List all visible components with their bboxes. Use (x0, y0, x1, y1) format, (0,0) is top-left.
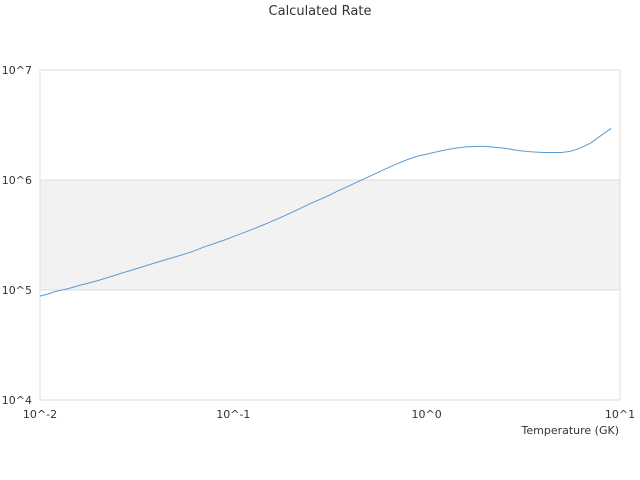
x-tick-label: 10^1 (605, 408, 635, 421)
y-tick-label: 10^5 (2, 284, 32, 297)
y-tick-label: 10^7 (2, 64, 32, 77)
x-tick-label: 10^-1 (216, 408, 250, 421)
y-tick-label: 10^4 (2, 394, 32, 407)
chart-title: Calculated Rate (268, 4, 372, 19)
x-axis-label: Temperature (GK) (521, 424, 620, 437)
x-tick-label: 10^0 (412, 408, 442, 421)
y-tick-label: 10^6 (2, 174, 32, 187)
gridlines (39, 69, 621, 401)
y-band-shaded (40, 180, 620, 290)
x-tick-label: 10^-2 (23, 408, 57, 421)
series-line (39, 127, 612, 297)
y-bands (40, 180, 620, 290)
x-tick-labels: 10^-2 10^-1 10^0 10^1 (23, 408, 635, 421)
y-tick-labels: 10^4 10^5 10^6 10^7 (2, 64, 32, 407)
